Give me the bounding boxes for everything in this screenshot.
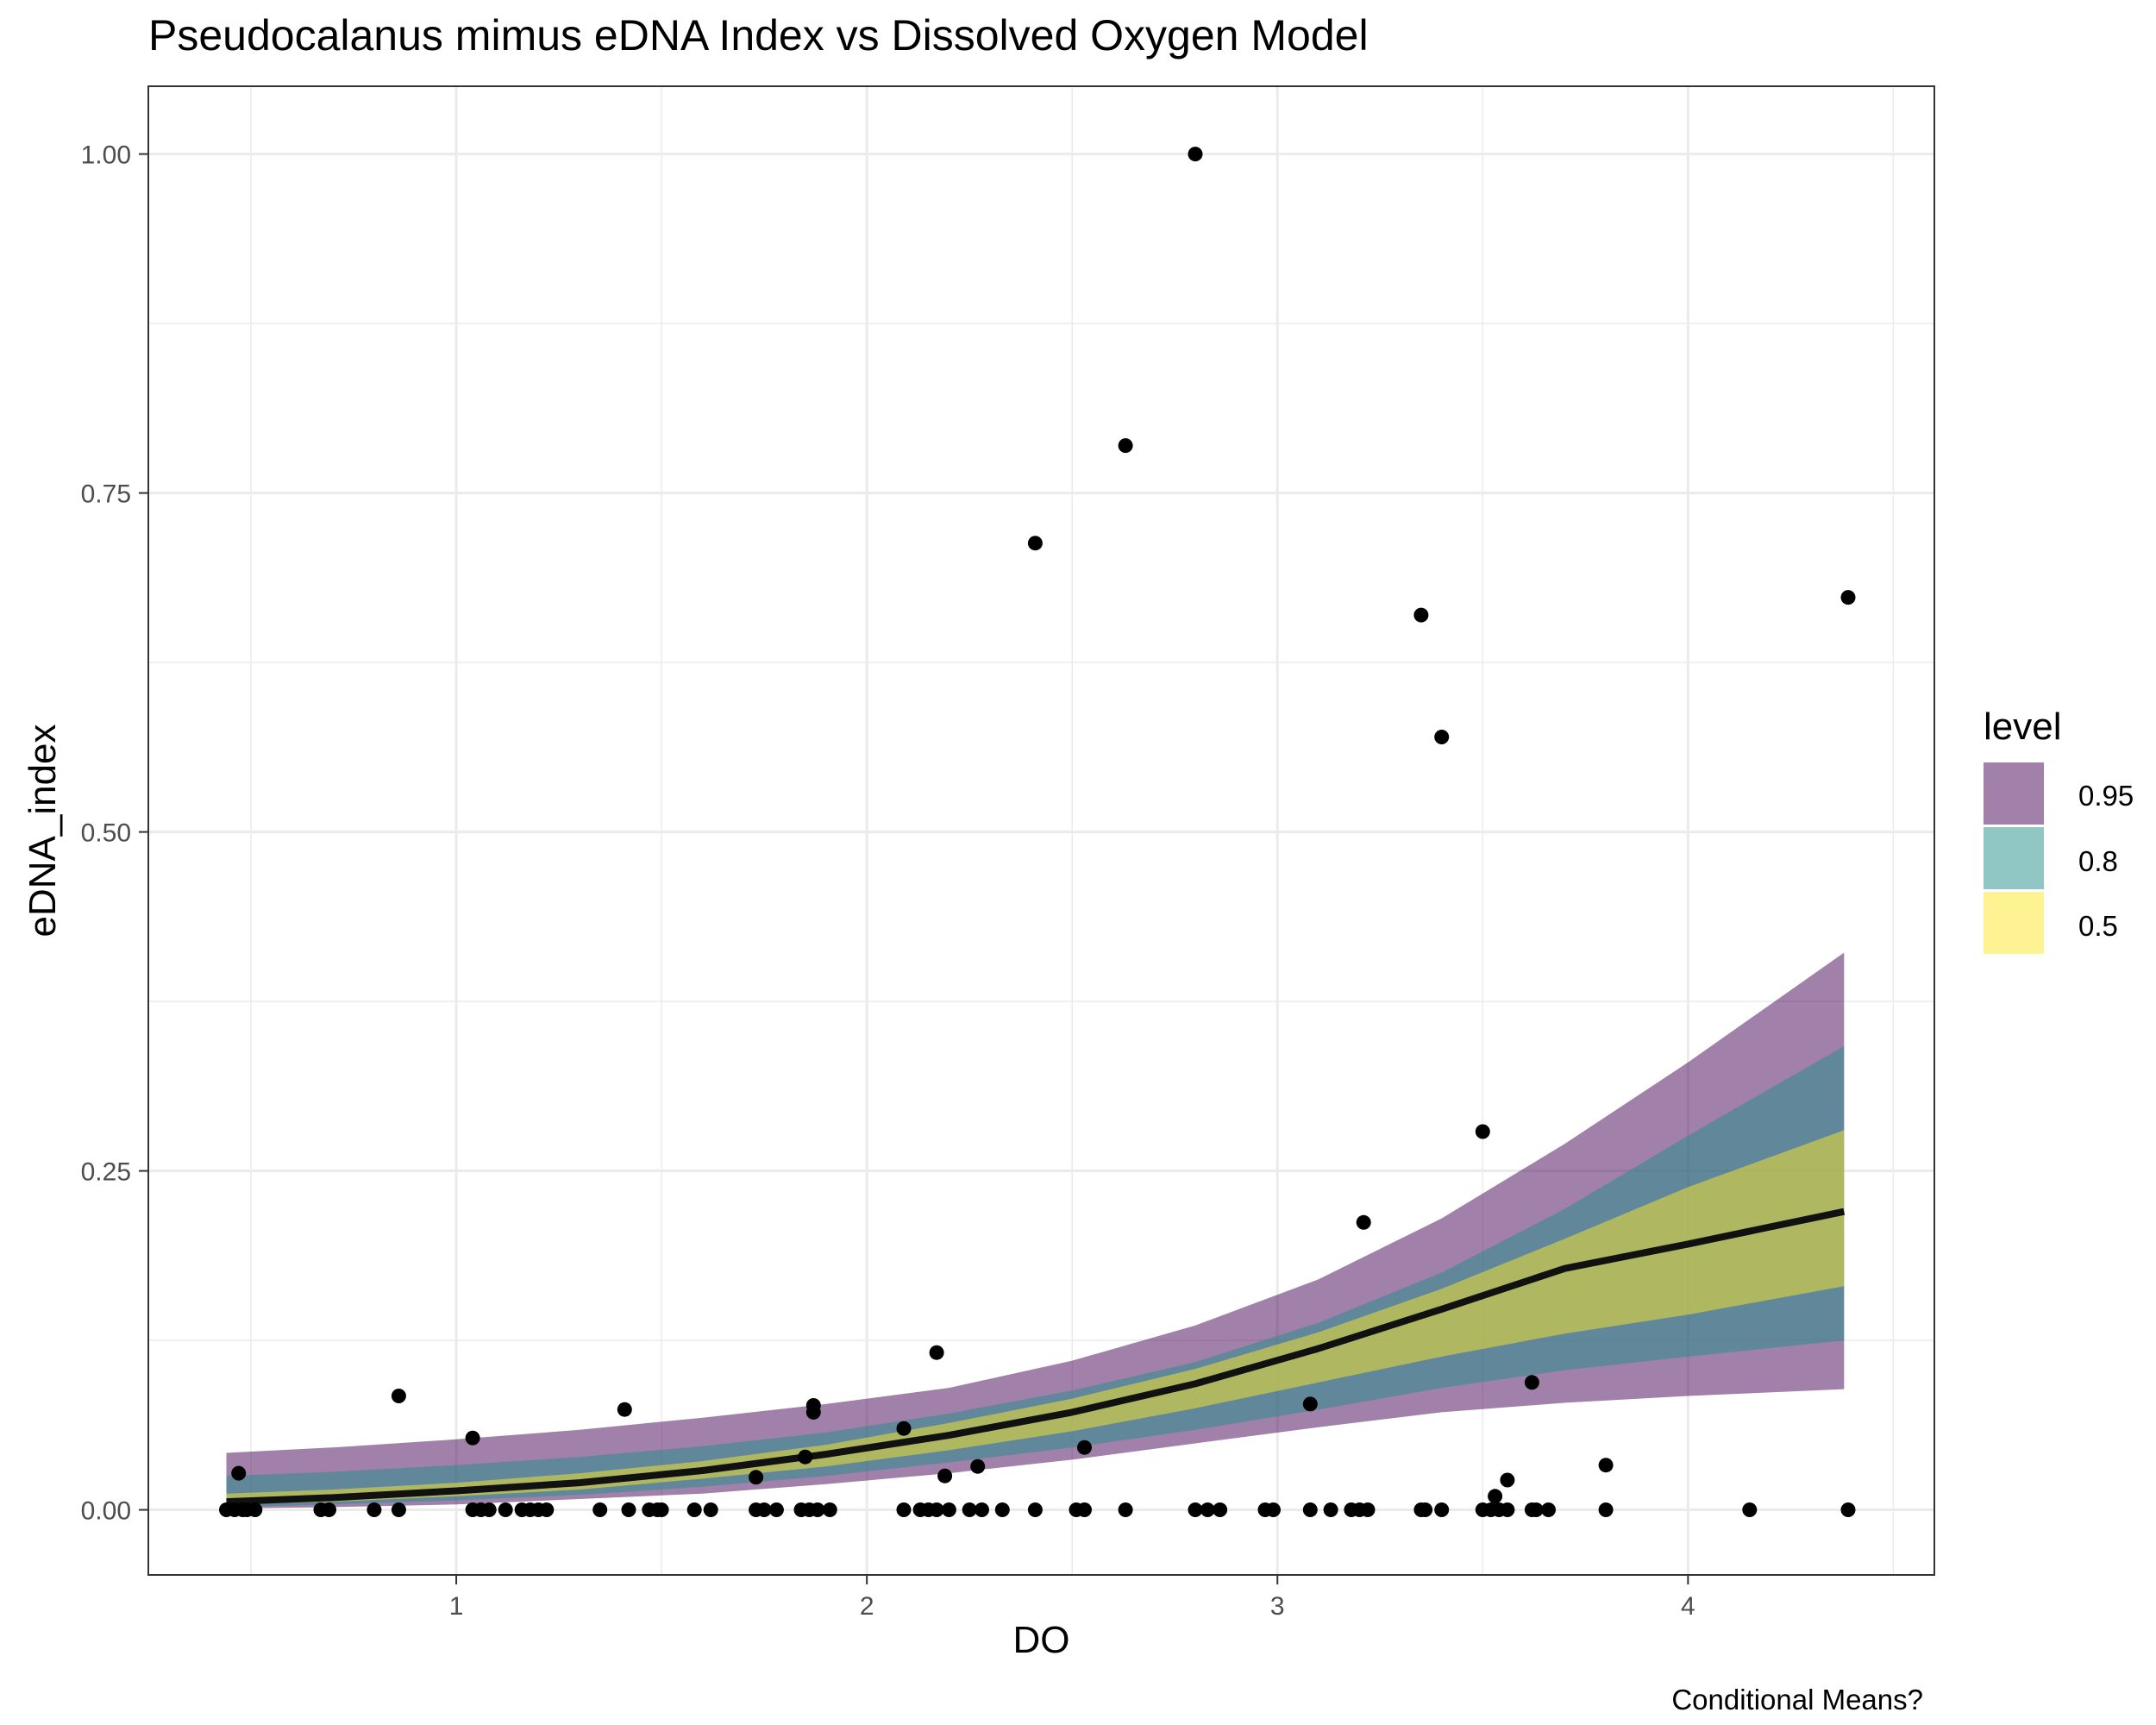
data-point	[1475, 1124, 1490, 1139]
data-point	[1418, 1502, 1433, 1517]
credible-bands	[226, 952, 1845, 1509]
y-tick-label: 0.50	[81, 819, 131, 848]
data-point	[749, 1470, 764, 1485]
data-point	[367, 1502, 382, 1517]
legend-label-080: 0.8	[2078, 845, 2118, 877]
data-point	[1027, 536, 1043, 551]
data-point	[1524, 1375, 1539, 1390]
mean-line	[226, 1208, 1846, 1506]
data-point	[391, 1389, 406, 1403]
legend-label-050: 0.5	[2078, 910, 2118, 942]
x-tick-label: 1	[449, 1592, 464, 1621]
data-point	[1360, 1502, 1376, 1517]
data-point	[805, 1404, 821, 1420]
data-point	[481, 1502, 497, 1517]
data-point	[975, 1502, 989, 1517]
data-point	[1323, 1502, 1338, 1517]
y-tick-label: 0.75	[81, 480, 131, 509]
data-point	[1356, 1214, 1371, 1230]
data-point	[970, 1458, 986, 1474]
data-point	[1118, 1502, 1133, 1517]
data-point	[539, 1502, 555, 1517]
data-point	[1541, 1502, 1556, 1517]
data-point	[994, 1502, 1010, 1517]
data-point	[1027, 1502, 1043, 1517]
data-point	[703, 1502, 718, 1517]
data-point	[391, 1502, 406, 1517]
data-point	[1266, 1502, 1281, 1517]
data-point	[617, 1402, 632, 1417]
chart-caption: Conditional Means?	[1671, 1684, 1923, 1716]
data-point	[654, 1502, 669, 1517]
x-tick-label: 4	[1681, 1592, 1695, 1621]
mean-line-layer	[226, 1208, 1846, 1506]
data-point	[1840, 590, 1856, 605]
data-point	[1434, 1502, 1450, 1517]
data-point	[621, 1502, 636, 1517]
data-point	[896, 1421, 912, 1436]
data-point	[231, 1465, 247, 1481]
data-point	[1077, 1440, 1092, 1455]
panel-border	[147, 85, 1935, 1576]
data-point	[929, 1502, 944, 1517]
data-points	[219, 147, 1856, 1517]
axes: 1 2 3 4 0.00 0.25 0.50 0.75 1.00	[81, 141, 1695, 1621]
data-point	[1742, 1502, 1758, 1517]
legend-key-08	[1984, 827, 2044, 889]
data-point	[1302, 1502, 1318, 1517]
data-point	[1528, 1502, 1544, 1517]
data-point	[1500, 1502, 1515, 1517]
data-point	[937, 1468, 953, 1484]
data-point	[768, 1502, 784, 1517]
y-axis-title: eDNA_index	[22, 724, 64, 937]
chart-title: Pseudocalanus mimus eDNA Index vs Dissol…	[148, 11, 1369, 60]
y-tick-label: 1.00	[81, 141, 131, 170]
x-tick-label: 2	[860, 1592, 874, 1621]
data-point	[1488, 1489, 1503, 1504]
data-point	[1077, 1502, 1092, 1517]
legend-key-05	[1984, 892, 2044, 954]
data-point	[1598, 1502, 1614, 1517]
data-point	[1840, 1502, 1856, 1517]
data-point	[810, 1502, 825, 1517]
data-point	[1118, 438, 1133, 454]
data-point	[686, 1502, 702, 1517]
data-point	[1500, 1472, 1515, 1488]
x-tick-label: 3	[1270, 1592, 1285, 1621]
x-axis-title: DO	[1013, 1619, 1070, 1661]
data-point	[822, 1502, 837, 1517]
legend-key-095	[1984, 762, 2044, 825]
data-point	[1598, 1458, 1614, 1473]
data-point	[1188, 1502, 1203, 1517]
legend-title: level	[1984, 706, 2062, 748]
data-point	[465, 1430, 480, 1446]
data-point	[1213, 1502, 1228, 1517]
data-point	[498, 1502, 513, 1517]
data-point	[1302, 1396, 1318, 1412]
legend-keys	[1984, 762, 2044, 954]
data-point	[941, 1502, 956, 1517]
data-point	[929, 1345, 944, 1360]
data-point	[756, 1502, 772, 1517]
data-point	[1188, 147, 1203, 162]
data-point	[1200, 1502, 1215, 1517]
data-point	[322, 1502, 336, 1517]
data-point	[1413, 607, 1429, 623]
data-point	[896, 1502, 912, 1517]
data-point	[248, 1502, 263, 1517]
y-tick-label: 0.00	[81, 1497, 131, 1526]
legend-label-095: 0.95	[2078, 780, 2134, 812]
y-tick-label: 0.25	[81, 1158, 131, 1187]
data-point	[962, 1502, 977, 1517]
band-05	[226, 1130, 1845, 1505]
data-point	[798, 1449, 813, 1465]
data-point	[592, 1502, 608, 1517]
data-point	[1434, 730, 1450, 744]
